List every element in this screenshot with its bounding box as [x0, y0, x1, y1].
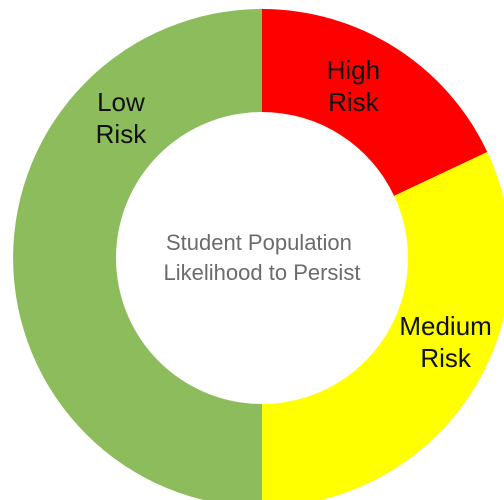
slice-label-high-risk: High Risk: [327, 55, 380, 117]
slice-label-line: Risk: [328, 87, 380, 117]
donut-slices: [13, 9, 504, 500]
center-title: Student Population Likelihood to Persist: [164, 230, 361, 285]
slice-high-risk: [262, 9, 488, 196]
slice-medium-risk: [262, 151, 504, 500]
slice-label-line: Risk: [96, 119, 148, 149]
center-line-1: Student Population: [166, 230, 352, 255]
slice-label-line: High: [327, 55, 380, 85]
slice-label-low-risk: Low Risk: [96, 87, 148, 149]
center-line-2: Likelihood to Persist: [164, 260, 361, 285]
slice-label-line: Low: [97, 87, 145, 117]
slice-label-line: Risk: [420, 343, 472, 373]
slice-low-risk: [13, 9, 262, 500]
slice-label-medium-risk: Medium Risk: [399, 311, 491, 373]
slice-label-line: Medium: [399, 311, 491, 341]
